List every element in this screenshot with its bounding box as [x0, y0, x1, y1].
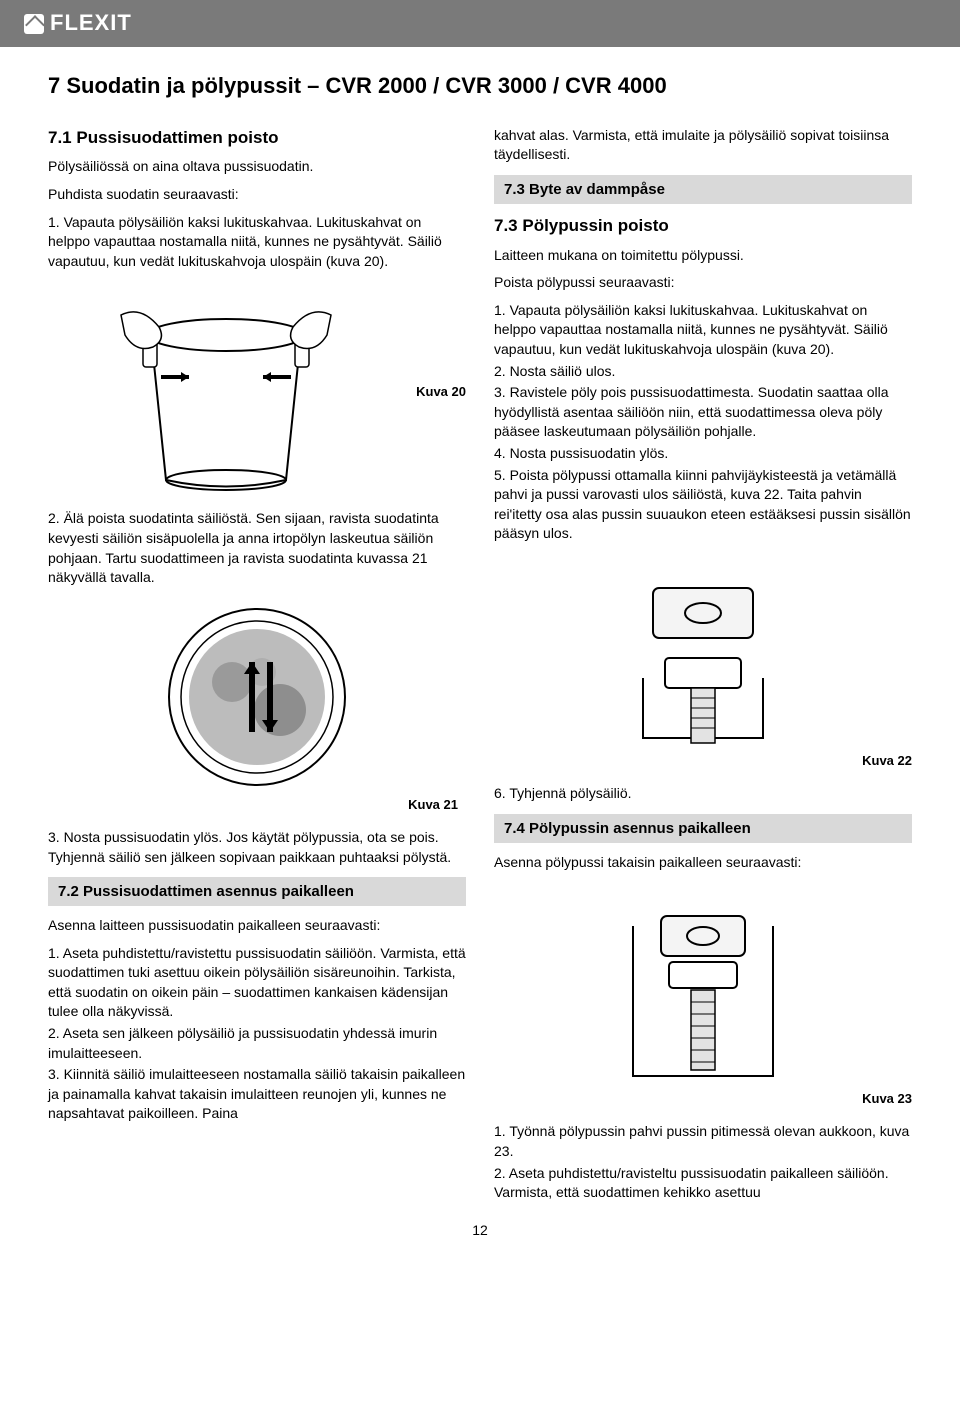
section-7-4-bar: 7.4 Pölypussin asennus paikalleen — [494, 814, 912, 843]
sec73-step-1: 1. Vapauta pölysäiliön kaksi lukituskahv… — [494, 301, 912, 360]
two-column-layout: 7.1 Pussisuodattimen poisto Pölysäiliöss… — [48, 126, 912, 1205]
sec71-step-1: 1. Vapauta pölysäiliön kaksi lukituskahv… — [48, 213, 466, 272]
sec74-step-1: 1. Työnnä pölypussin pahvi pussin pitime… — [494, 1122, 912, 1161]
kuva21-caption: Kuva 21 — [48, 796, 466, 814]
sec72-step-1: 1. Aseta puhdistettu/ravistettu pussisuo… — [48, 944, 466, 1022]
figure-kuva22: Kuva 22 — [494, 558, 912, 770]
sec72-step-2: 2. Aseta sen jälkeen pölysäiliö ja pussi… — [48, 1024, 466, 1063]
left-column: 7.1 Pussisuodattimen poisto Pölysäiliöss… — [48, 126, 466, 1205]
page-title: 7 Suodatin ja pölypussit – CVR 2000 / CV… — [48, 71, 912, 102]
page-content: 7 Suodatin ja pölypussit – CVR 2000 / CV… — [0, 47, 960, 1261]
figure-kuva21: Kuva 21 — [48, 602, 466, 814]
section-7-1-heading: 7.1 Pussisuodattimen poisto — [48, 126, 466, 150]
section-7-3-heading: 7.3 Pölypussin poisto — [494, 214, 912, 238]
sec73-intro-1: Laitteen mukana on toimitettu pölypussi. — [494, 246, 912, 266]
sec71-step-3: 3. Nosta pussisuodatin ylös. Jos käytät … — [48, 828, 466, 867]
kuva23-illustration — [573, 886, 833, 1086]
kuva22-caption: Kuva 22 — [494, 752, 912, 770]
sec72-step-3: 3. Kiinnitä säiliö imulaitteeseen nostam… — [48, 1065, 466, 1124]
sec71-step-2: 2. Älä poista suodatinta säiliöstä. Sen … — [48, 509, 466, 587]
kuva23-caption: Kuva 23 — [494, 1090, 912, 1108]
sec72-continuation: kahvat alas. Varmista, että imulaite ja … — [494, 126, 912, 165]
sec74-steps: 1. Työnnä pölypussin pahvi pussin pitime… — [494, 1122, 912, 1202]
brand-header: FLEXIT — [0, 0, 960, 47]
sec73-intro-2: Poista pölypussi seuraavasti: — [494, 273, 912, 293]
kuva20-caption: Kuva 20 — [416, 383, 466, 401]
sec73-step-2: 2. Nosta säiliö ulos. — [494, 362, 912, 382]
sec72-intro: Asenna laitteen pussisuodatin paikalleen… — [48, 916, 466, 936]
kuva22-illustration — [573, 558, 833, 748]
sec73-step-5: 5. Poista pölypussi ottamalla kiinni pah… — [494, 466, 912, 544]
sec73-step-6: 6. Tyhjennä pölysäiliö. — [494, 784, 912, 804]
sec74-step-2: 2. Aseta puhdistettu/ravisteltu pussisuo… — [494, 1164, 912, 1203]
kuva20-illustration — [111, 285, 341, 495]
sec73-steps: 1. Vapauta pölysäiliön kaksi lukituskahv… — [494, 301, 912, 544]
sec71-intro-2: Puhdista suodatin seuraavasti: — [48, 185, 466, 205]
sec72-steps: 1. Aseta puhdistettu/ravistettu pussisuo… — [48, 944, 466, 1124]
brand-name: FLEXIT — [50, 10, 132, 35]
page-number: 12 — [48, 1221, 912, 1241]
kuva21-illustration — [162, 602, 352, 792]
sec73-step-4: 4. Nosta pussisuodatin ylös. — [494, 444, 912, 464]
figure-kuva20: Kuva 20 — [48, 285, 466, 495]
right-column: kahvat alas. Varmista, että imulaite ja … — [494, 126, 912, 1205]
flexit-logo-icon — [24, 14, 44, 34]
sec71-intro-1: Pölysäiliössä on aina oltava pussisuodat… — [48, 157, 466, 177]
sec74-intro: Asenna pölypussi takaisin paikalleen seu… — [494, 853, 912, 873]
section-7-2-bar: 7.2 Pussisuodattimen asennus paikalleen — [48, 877, 466, 906]
section-7-3-bar: 7.3 Byte av dammpåse — [494, 175, 912, 204]
figure-kuva23: Kuva 23 — [494, 886, 912, 1108]
sec73-step-3: 3. Ravistele pöly pois pussisuodattimest… — [494, 383, 912, 442]
